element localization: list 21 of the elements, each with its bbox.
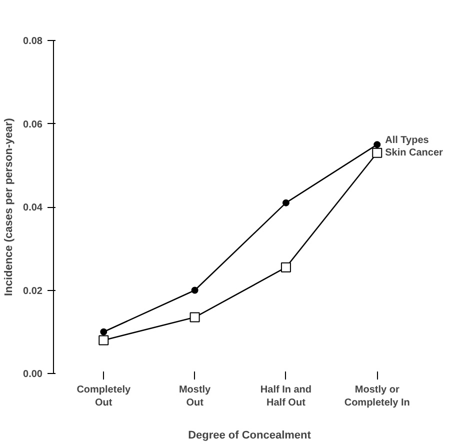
y-axis-title: Incidence (cases per person-year) <box>3 118 16 296</box>
x-tick-label: Mostly or Completely In <box>344 384 410 409</box>
x-tick-label: Completely Out <box>76 384 132 409</box>
point <box>374 141 381 148</box>
y-tick-label: 0.00 <box>23 369 43 380</box>
series-label: All Types <box>385 135 430 146</box>
series-label: Skin Cancer <box>385 147 444 158</box>
y-tick-label: 0.08 <box>23 36 43 47</box>
y-tick-label: 0.06 <box>23 119 43 130</box>
point <box>282 199 290 206</box>
point <box>98 335 109 346</box>
y-tick-label: 0.02 <box>23 286 43 297</box>
x-tick-label: Half In and Half Out <box>260 384 312 409</box>
x-tick-label: Mostly Out <box>178 384 212 409</box>
point <box>100 328 108 336</box>
y-tick-label: 0.04 <box>23 202 43 214</box>
point <box>190 312 200 322</box>
point <box>372 148 382 158</box>
point <box>280 262 291 272</box>
x-axis-title: Degree of Concealment <box>188 430 312 442</box>
point <box>191 286 198 294</box>
